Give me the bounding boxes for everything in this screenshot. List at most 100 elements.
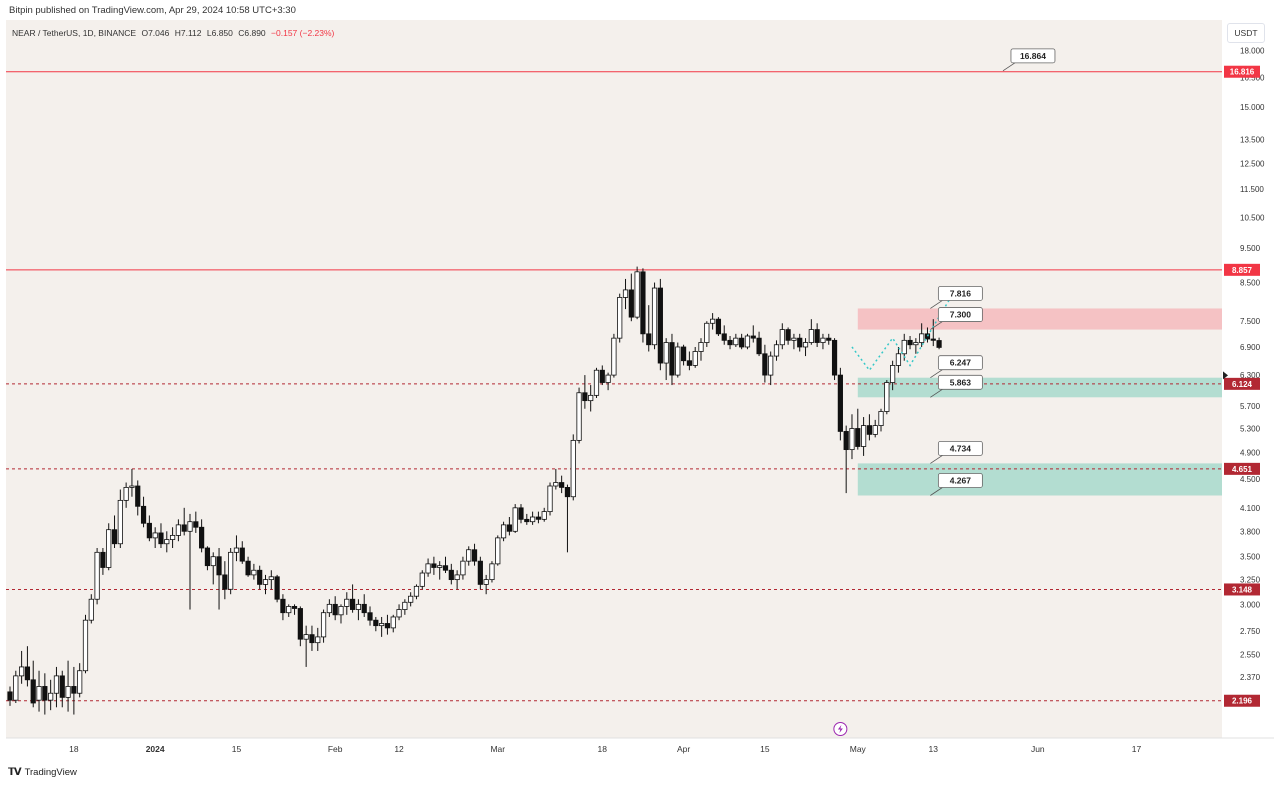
candle[interactable] <box>710 318 716 324</box>
price-callout[interactable] <box>937 355 983 371</box>
candle[interactable] <box>901 339 907 355</box>
candle[interactable] <box>802 342 809 348</box>
candle[interactable] <box>158 532 164 545</box>
candle[interactable] <box>622 289 629 298</box>
candle[interactable] <box>646 333 652 346</box>
candle[interactable] <box>303 634 309 640</box>
footer-brand[interactable]: 𝗧𝗩 TradingView <box>8 766 77 780</box>
candle[interactable] <box>477 560 483 585</box>
candle[interactable] <box>518 507 524 520</box>
candle[interactable] <box>855 428 861 447</box>
candle[interactable] <box>559 482 565 488</box>
candle[interactable] <box>53 675 60 694</box>
candle[interactable] <box>164 539 170 545</box>
candle[interactable] <box>431 563 437 568</box>
candle[interactable] <box>419 572 425 587</box>
candle[interactable] <box>396 609 402 618</box>
candle[interactable] <box>175 524 181 536</box>
candle[interactable] <box>274 576 280 600</box>
candle[interactable] <box>756 337 762 355</box>
candle[interactable] <box>82 619 89 672</box>
candle[interactable] <box>210 556 216 567</box>
candle[interactable] <box>228 551 234 590</box>
candle[interactable] <box>506 524 512 532</box>
candle[interactable] <box>71 686 77 694</box>
candle[interactable] <box>100 551 106 568</box>
price-chart[interactable]: 16.864 7.816 7.300 6.247 5.863 4.734 4.267 18.0… <box>6 20 1274 760</box>
candle[interactable] <box>361 603 367 614</box>
sell-zone[interactable] <box>857 308 1222 330</box>
candle[interactable] <box>326 603 332 614</box>
candle[interactable] <box>570 439 576 498</box>
candle[interactable] <box>187 521 193 532</box>
candle[interactable] <box>535 516 542 520</box>
candle[interactable] <box>233 547 240 553</box>
candle[interactable] <box>13 675 19 701</box>
candle[interactable] <box>355 603 362 610</box>
candle[interactable] <box>251 569 257 576</box>
candle[interactable] <box>837 374 843 432</box>
chart-frame[interactable]: 16.864 7.816 7.300 6.247 5.863 4.734 4.267 18.0… <box>6 20 1274 760</box>
candle[interactable] <box>541 511 547 520</box>
candle[interactable] <box>123 487 129 501</box>
candle[interactable] <box>384 623 391 629</box>
candle[interactable] <box>94 551 100 600</box>
candle[interactable] <box>866 425 873 435</box>
candle[interactable] <box>59 675 65 698</box>
candle[interactable] <box>349 598 356 610</box>
candle[interactable] <box>564 487 571 498</box>
candle[interactable] <box>849 428 855 451</box>
candle[interactable] <box>872 425 878 435</box>
candle[interactable] <box>704 322 710 343</box>
candle[interactable] <box>291 606 298 609</box>
candle[interactable] <box>500 524 507 539</box>
candle[interactable] <box>826 337 832 341</box>
buy-zone[interactable] <box>857 377 1222 398</box>
candle[interactable] <box>344 598 350 607</box>
candle[interactable] <box>239 547 245 562</box>
candle[interactable] <box>657 287 663 364</box>
candle[interactable] <box>576 392 582 441</box>
candle[interactable] <box>686 360 692 366</box>
candle[interactable] <box>779 329 785 346</box>
currency-button[interactable]: USDT <box>1227 23 1265 43</box>
candle[interactable] <box>268 576 274 581</box>
candle[interactable] <box>605 374 611 383</box>
candle[interactable] <box>593 369 600 396</box>
candle[interactable] <box>297 608 303 640</box>
candle[interactable] <box>715 318 722 335</box>
price-callout[interactable] <box>937 286 983 301</box>
candle[interactable] <box>332 603 338 616</box>
candle[interactable] <box>146 522 152 539</box>
candle[interactable] <box>634 271 640 318</box>
candle[interactable] <box>24 666 31 681</box>
candle[interactable] <box>7 691 13 701</box>
candle[interactable] <box>466 549 472 562</box>
candle[interactable] <box>286 606 292 614</box>
candle[interactable] <box>88 598 94 621</box>
candle[interactable] <box>547 485 553 513</box>
candle[interactable] <box>408 595 414 603</box>
candle[interactable] <box>651 287 658 346</box>
candle[interactable] <box>675 346 681 376</box>
candle[interactable] <box>785 329 791 341</box>
candle[interactable] <box>199 526 205 549</box>
candle[interactable] <box>924 333 931 340</box>
candle[interactable] <box>489 563 495 581</box>
buy-zone[interactable] <box>857 463 1222 496</box>
symbol-name[interactable]: NEAR / TetherUS, 1D, BINANCE <box>12 28 137 38</box>
candle[interactable] <box>698 342 704 352</box>
candle[interactable] <box>936 340 942 348</box>
candle[interactable] <box>553 482 559 487</box>
candle[interactable] <box>831 339 838 376</box>
candle[interactable] <box>599 369 605 383</box>
candle[interactable] <box>129 485 135 488</box>
candle[interactable] <box>895 353 902 366</box>
price-callout[interactable] <box>1010 48 1056 64</box>
candle[interactable] <box>320 612 327 638</box>
price-callout[interactable] <box>937 307 983 322</box>
candle[interactable] <box>524 518 530 523</box>
candle[interactable] <box>750 335 756 339</box>
candle[interactable] <box>919 333 925 343</box>
candle[interactable] <box>843 431 849 451</box>
